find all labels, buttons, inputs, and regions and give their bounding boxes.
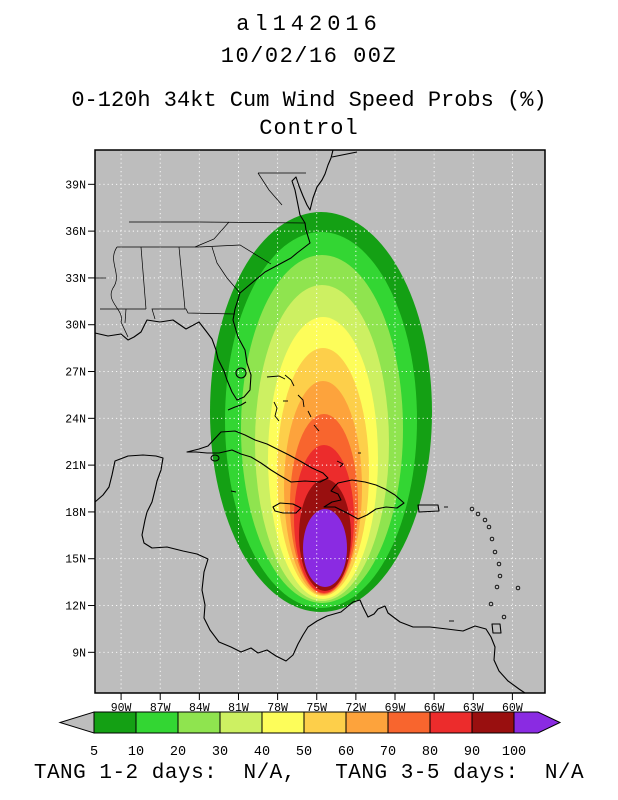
border-pearl-river <box>124 308 127 324</box>
state-borders <box>95 172 306 338</box>
colorbar-tick-label: 5 <box>90 745 98 758</box>
bahamas-cat-island <box>307 410 312 418</box>
border-ga-al <box>178 246 186 310</box>
probability-field <box>210 212 432 612</box>
init-datetime-title: 10/02/16 00Z <box>220 44 398 69</box>
mississippi-river <box>110 246 129 338</box>
lat-tick-label: 21N <box>65 460 86 473</box>
colorbar-tick-label: 80 <box>422 745 438 758</box>
colorbar-segment <box>303 711 347 734</box>
storm-id-title: al142016 <box>236 12 382 37</box>
isle-of-youth <box>210 454 220 462</box>
cayman-islands <box>230 490 237 493</box>
lat-tick-label: 33N <box>65 273 86 286</box>
product-title: 0-120h 34kt Cum Wind Speed Probs (%) <box>71 88 547 113</box>
barbados <box>515 585 521 591</box>
tobago <box>501 614 507 620</box>
colorbar-segment <box>261 711 305 734</box>
lat-tick-label: 24N <box>65 413 86 426</box>
bahamas-andros <box>273 401 280 422</box>
border-wv-va <box>257 172 283 206</box>
lesser-antilles-island <box>469 506 475 512</box>
colorbar-segment <box>219 711 263 734</box>
border-tn-nc <box>194 221 230 248</box>
coast-trinidad <box>491 623 502 634</box>
small-islands <box>230 374 521 622</box>
lat-tick-label: 12N <box>65 601 86 614</box>
lesser-antilles-island <box>486 524 492 530</box>
lat-tick-label: 15N <box>65 554 86 567</box>
colorbar-tick-label: 20 <box>170 745 186 758</box>
tangent-info: TANG 1-2 days: N/A, TANG 3-5 days: N/A <box>33 762 585 785</box>
colorbar-tick-label: 90 <box>464 745 480 758</box>
lat-tick-label: 27N <box>65 367 86 380</box>
lat-tick-label: 30N <box>65 320 86 333</box>
colorbar-segment <box>387 711 431 734</box>
colorbar: 5 10 20 30 40 50 60 70 80 90 100 <box>58 711 562 760</box>
bahamas-eleuthera <box>297 394 305 408</box>
coast-florida-keys <box>227 401 247 411</box>
border-va-nc <box>198 221 306 224</box>
lesser-antilles-island <box>492 549 498 555</box>
colorbar-tick-label: 40 <box>254 745 270 758</box>
colorbar-tick-label: 100 <box>502 745 526 758</box>
lesser-antilles-island <box>475 511 481 517</box>
axis-ticks <box>88 183 513 700</box>
map-area: 39N 36N 33N 30N 27N 24N 21N 18N 15N 12N 9N 90W 87W 84… <box>20 142 580 739</box>
colorbar-segment <box>135 711 179 734</box>
colorbar-tick-label: 50 <box>296 745 312 758</box>
lesser-antilles-island <box>497 573 503 579</box>
coast-jamaica <box>272 502 302 514</box>
colorbar-area: 5 10 20 30 40 50 60 70 80 90 100 <box>58 710 562 763</box>
lat-tick-label: 9N <box>72 647 86 660</box>
lesser-antilles-island <box>494 584 500 590</box>
colorbar-segment <box>471 711 515 734</box>
coast-us-gulf-atlantic <box>94 149 334 401</box>
lake-okeechobee <box>235 367 247 379</box>
colorbar-segment <box>429 711 473 734</box>
colorbar-tick-label: 70 <box>380 745 396 758</box>
border-al-ms <box>140 246 147 310</box>
lat-lon-gridlines <box>95 150 545 693</box>
model-name-title: Control <box>259 116 359 141</box>
coast-hispaniola <box>323 479 405 520</box>
grenada <box>488 601 494 607</box>
lat-tick-label: 36N <box>65 226 86 239</box>
colorbar-segment <box>93 711 137 734</box>
border-nc-sc <box>198 244 272 265</box>
border-ga-sc <box>211 246 241 294</box>
coast-puerto-rico <box>417 504 440 513</box>
colorbar-tick-label: 10 <box>128 745 144 758</box>
lesser-antilles-island <box>496 561 502 567</box>
map-frame <box>94 149 546 694</box>
lat-tick-label: 39N <box>65 179 86 192</box>
coast-mexico-central-south-america <box>94 454 526 694</box>
coast-cuba <box>186 430 329 483</box>
coastlines <box>94 149 526 694</box>
great-inagua <box>336 460 344 468</box>
bahamas-grand-bahama <box>266 375 286 380</box>
colorbar-segment <box>177 711 221 734</box>
colorbar-tick-label: 30 <box>212 745 228 758</box>
colorbar-under-arrow <box>58 711 95 734</box>
lat-tick-label: 18N <box>65 507 86 520</box>
colorbar-tick-label: 60 <box>338 745 354 758</box>
prob-band-100 <box>303 509 347 587</box>
bahamas-long-island <box>313 424 320 432</box>
coast-long-island <box>331 151 358 158</box>
lesser-antilles-island <box>482 517 488 523</box>
colorbar-segment <box>345 711 389 734</box>
border-florida <box>151 308 236 320</box>
colorbar-over-arrow <box>513 711 562 734</box>
bahamas-abaco <box>284 374 295 387</box>
lesser-antilles-island <box>489 536 495 542</box>
